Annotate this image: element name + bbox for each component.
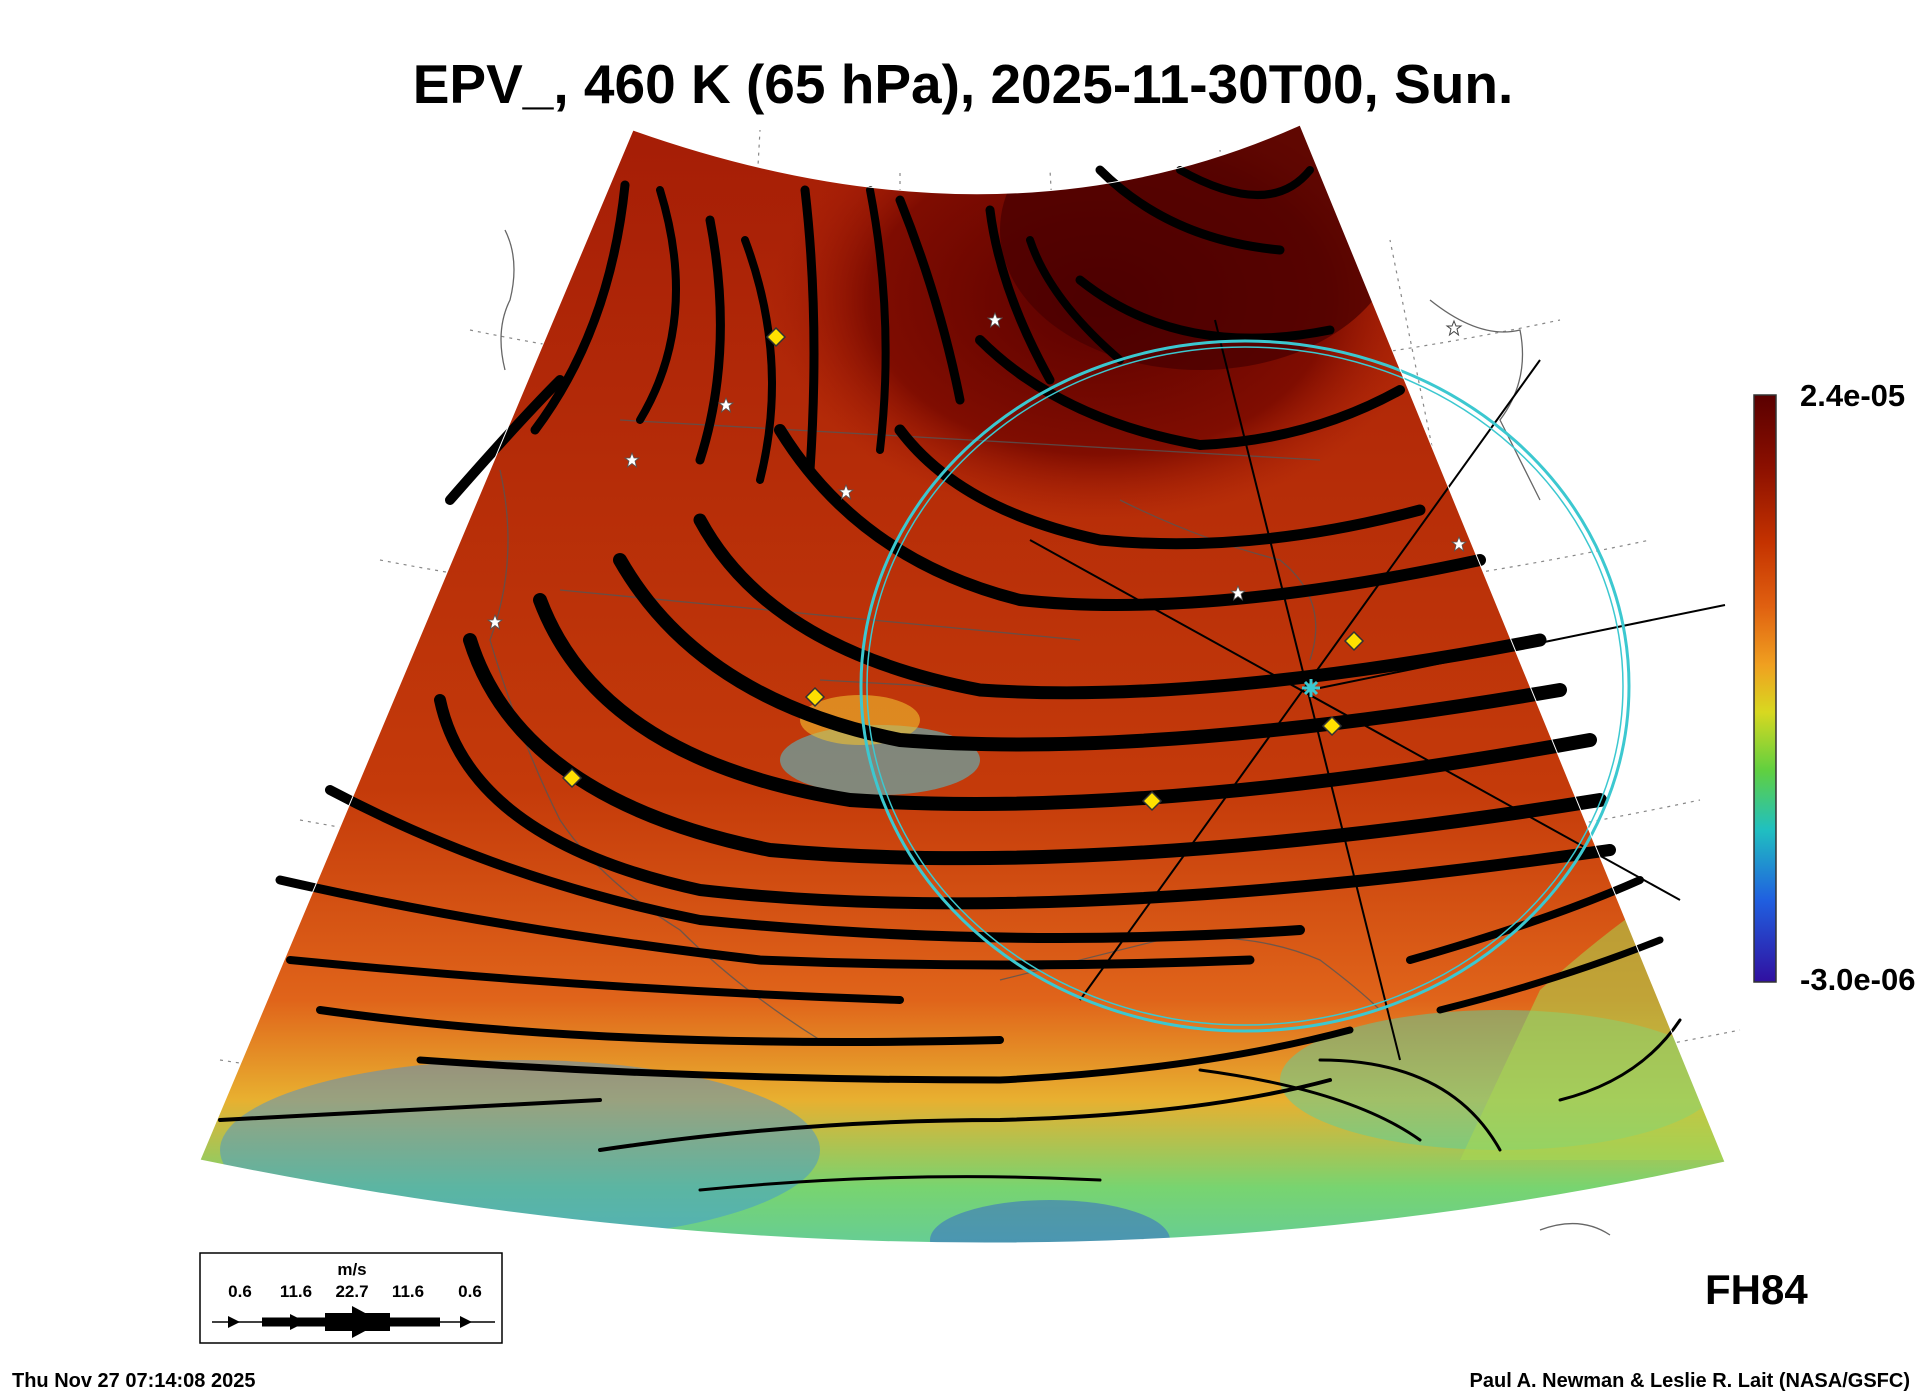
credit-line: Paul A. Newman & Leslie R. Lait (NASA/GS… [1469,1370,1910,1392]
wind-legend-speed-3: 22.7 [335,1282,368,1301]
map-sector-outline [199,124,1726,1244]
diamond-markers [561,326,1365,812]
run-timestamp: Thu Nov 27 07:14:08 2025 [12,1370,256,1392]
wind-legend-unit: m/s [337,1260,366,1279]
colorbar-min-label: -3.0e-06 [1800,962,1916,997]
wind-legend-speed-1: 0.6 [228,1282,252,1301]
city-markers [486,311,1468,631]
wind-legend-speed-5: 0.6 [458,1282,482,1301]
vortex-edge-ring [859,339,1631,1033]
colorbar-max-label: 2.4e-05 [1800,378,1906,413]
forecast-hour-label: FH84 [1705,1266,1808,1313]
wind-legend-speed-2: 11.6 [280,1282,312,1301]
coastlines-outside [500,229,1611,1236]
wind-streamlines [218,165,1682,1192]
chart-title: EPV_, 460 K (65 hPa), 2025-11-30T00, Sun… [412,53,1514,115]
coastlines [489,419,1381,1041]
city-marker-outline [1445,319,1463,337]
wind-speed-legend: m/s 0.6 11.6 22.7 11.6 0.6 [199,1252,503,1344]
colorbar [1753,394,1777,983]
vortex-center-marker [1302,679,1320,697]
wind-legend-speed-4: 11.6 [392,1282,424,1301]
epv-field [200,125,1725,1244]
